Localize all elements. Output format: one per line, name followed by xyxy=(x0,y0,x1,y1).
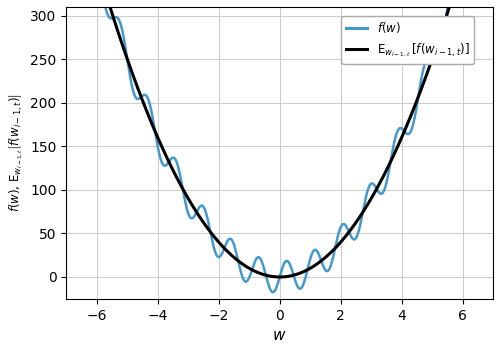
Y-axis label: $f(w)$, $\mathrm{E}_{w_{i-1,t}}\left[f(w_{i-1,t})\right]$: $f(w)$, $\mathrm{E}_{w_{i-1,t}}\left[f(w… xyxy=(7,93,24,212)
Legend: $f(w)$, $\mathrm{E}_{w_{i-1,t}}\,[f(w_{i-1,t})]$: $f(w)$, $\mathrm{E}_{w_{i-1,t}}\,[f(w_{i… xyxy=(342,16,474,64)
X-axis label: $w$: $w$ xyxy=(272,328,287,343)
